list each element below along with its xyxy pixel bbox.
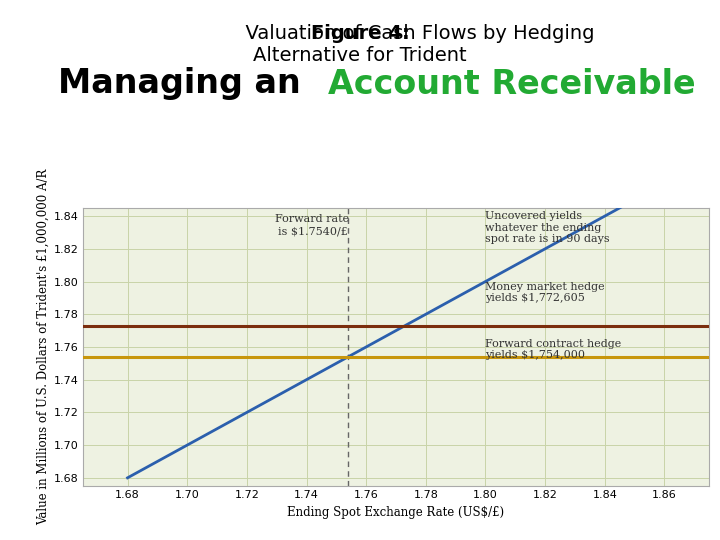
Text: Forward rate
is $1.7540/£: Forward rate is $1.7540/£ — [276, 214, 349, 236]
Text: Figure 4:: Figure 4: — [310, 24, 410, 43]
Text: Alternative for Trident: Alternative for Trident — [253, 46, 467, 65]
Text: Account Receivable: Account Receivable — [328, 68, 696, 100]
Text: Managing an: Managing an — [58, 68, 312, 100]
Text: Money market hedge
yields $1,772,605: Money market hedge yields $1,772,605 — [485, 281, 605, 303]
Text: Uncovered yields
whatever the ending
spot rate is in 90 days: Uncovered yields whatever the ending spo… — [485, 211, 610, 245]
Y-axis label: Value in Millions of U.S. Dollars of Trident's £1,000,000 A/R: Value in Millions of U.S. Dollars of Tri… — [37, 169, 50, 525]
Text: Valuation of Cash Flows by Hedging: Valuation of Cash Flows by Hedging — [233, 24, 595, 43]
X-axis label: Ending Spot Exchange Rate (US$/£): Ending Spot Exchange Rate (US$/£) — [287, 506, 505, 519]
Text: Forward contract hedge
yields $1,754,000: Forward contract hedge yields $1,754,000 — [485, 339, 622, 360]
